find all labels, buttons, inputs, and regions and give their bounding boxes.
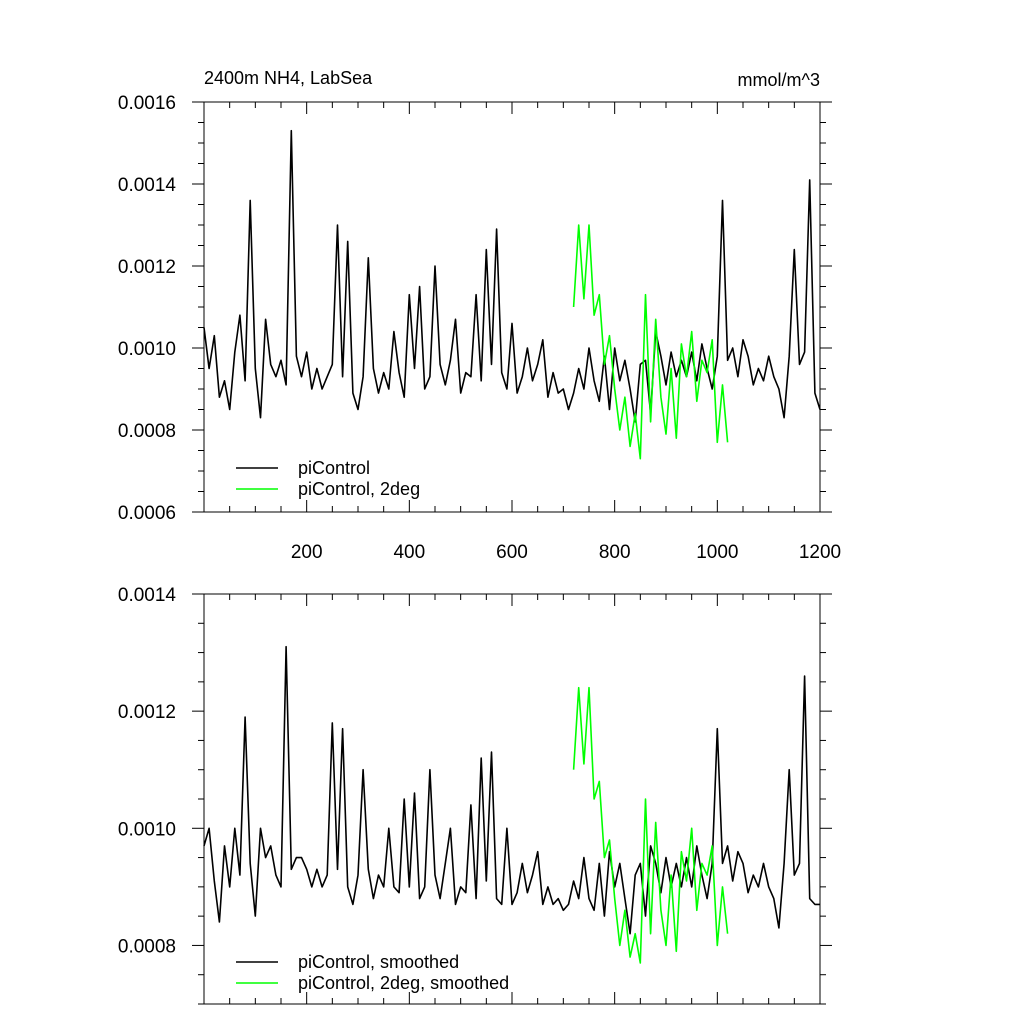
bottom-series-line-0: [203, 645, 820, 935]
bottom-plot-frame: [203, 593, 821, 1005]
chart-title: 2400m NH4, LabSea: [204, 68, 373, 88]
top-x-tick-label: 600: [496, 542, 528, 563]
bottom-series-line-1: [572, 686, 729, 964]
bottom-legend-label-1: piControl, 2deg, smoothed: [298, 973, 509, 993]
top-x-tick-label: 800: [599, 542, 631, 563]
bottom-y-tick-label: 0.0012: [118, 702, 176, 723]
top-y-tick-label: 0.0016: [118, 93, 176, 114]
bottom-legend-label-0: piControl, smoothed: [298, 952, 459, 972]
top-legend-label-0: piControl: [298, 458, 370, 478]
bottom-y-tick-label: 0.0008: [118, 936, 176, 957]
top-x-tick-label: 1000: [696, 542, 738, 563]
top-series-line-1: [572, 224, 729, 460]
bottom-chart: 0.0008 0.0010 0.0012 0.0014 piControl, smoot…: [118, 585, 832, 1005]
top-plot-frame: [203, 101, 821, 513]
top-y-tick-label: 0.0014: [118, 175, 177, 196]
top-y-tick-label: 0.0006: [118, 503, 176, 524]
top-chart: 0.0006 0.0008 0.0010 0.0012 0.0014 0.0016 200 4…: [118, 93, 841, 563]
top-y-tick-label: 0.0012: [118, 257, 176, 278]
top-y-tick-label: 0.0010: [118, 339, 176, 360]
top-y-tick-label: 0.0008: [118, 421, 176, 442]
top-x-tick-label: 400: [393, 542, 425, 563]
chart-units: mmol/m^3: [738, 70, 820, 90]
bottom-y-tick-label: 0.0014: [118, 585, 177, 606]
top-x-tick-label: 1200: [799, 542, 841, 563]
top-series-line-0: [203, 129, 821, 423]
top-x-tick-label: 200: [291, 542, 323, 563]
top-legend-label-1: piControl, 2deg: [298, 479, 420, 499]
bottom-y-tick-label: 0.0010: [118, 819, 176, 840]
